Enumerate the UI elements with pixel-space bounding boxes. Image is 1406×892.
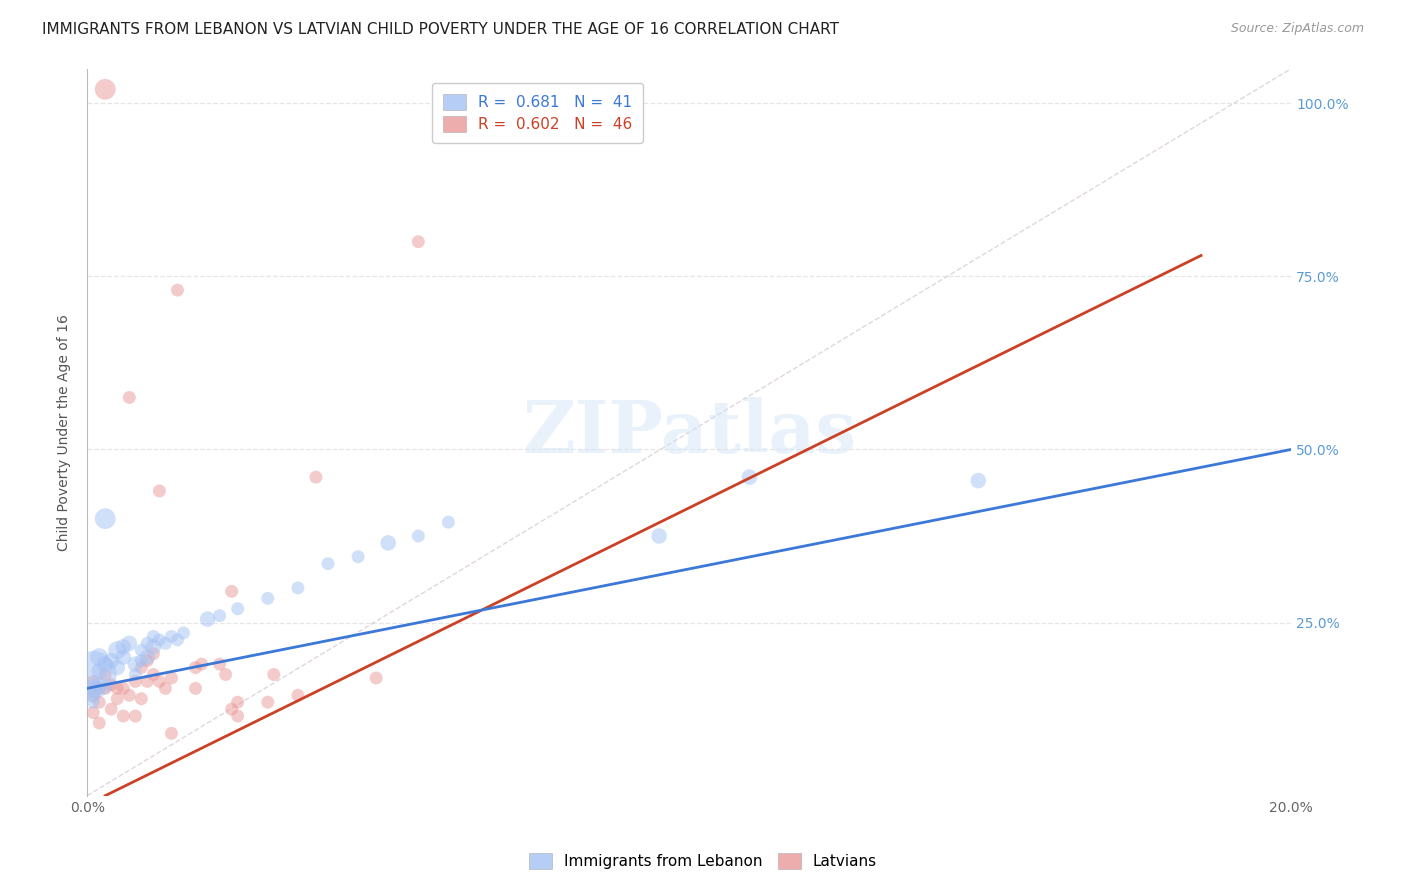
Point [82, 695, 104, 709]
Point [437, 515, 460, 529]
Point [197, 612, 219, 626]
Point [94, 681, 117, 696]
Point [105, 681, 128, 696]
Legend: Immigrants from Lebanon, Latvians: Immigrants from Lebanon, Latvians [523, 847, 883, 875]
Point [118, 636, 141, 650]
Point [377, 536, 399, 550]
Point [82, 706, 104, 720]
Point [221, 702, 243, 716]
Point [89, 716, 111, 731]
Point [347, 549, 370, 564]
Point [94, 657, 117, 672]
Point [94, 82, 117, 96]
Point [131, 660, 153, 674]
Point [82, 681, 104, 696]
Point [160, 671, 183, 685]
Y-axis label: Child Poverty Under the Age of 16: Child Poverty Under the Age of 16 [58, 314, 72, 550]
Point [184, 681, 207, 696]
Point [89, 681, 111, 696]
Point [82, 688, 104, 702]
Point [112, 709, 135, 723]
Point [226, 601, 249, 615]
Point [124, 674, 146, 689]
Point [118, 688, 141, 702]
Point [142, 667, 165, 681]
Point [136, 636, 159, 650]
Point [124, 709, 146, 723]
Point [166, 632, 188, 647]
Legend: R =  0.681   N =  41, R =  0.602   N =  46: R = 0.681 N = 41, R = 0.602 N = 46 [432, 84, 643, 143]
Point [148, 674, 170, 689]
Point [136, 650, 159, 665]
Point [89, 664, 111, 678]
Point [89, 695, 111, 709]
Point [155, 681, 177, 696]
Point [155, 636, 177, 650]
Point [142, 629, 165, 643]
Point [208, 608, 231, 623]
Text: Source: ZipAtlas.com: Source: ZipAtlas.com [1230, 22, 1364, 36]
Point [256, 695, 278, 709]
Point [105, 660, 128, 674]
Point [105, 643, 128, 657]
Point [82, 688, 104, 702]
Point [131, 643, 153, 657]
Point [184, 660, 207, 674]
Point [105, 691, 128, 706]
Point [305, 470, 328, 484]
Point [408, 529, 430, 543]
Point [173, 626, 195, 640]
Text: ZIPatlas: ZIPatlas [522, 397, 856, 467]
Point [131, 654, 153, 668]
Point [190, 657, 212, 672]
Point [648, 529, 671, 543]
Point [89, 650, 111, 665]
Point [112, 640, 135, 654]
Point [287, 581, 309, 595]
Point [118, 391, 141, 405]
Point [967, 474, 990, 488]
Point [226, 695, 249, 709]
Point [160, 726, 183, 740]
Point [112, 650, 135, 665]
Point [82, 667, 104, 681]
Point [166, 283, 188, 297]
Point [82, 674, 104, 689]
Point [208, 657, 231, 672]
Point [226, 709, 249, 723]
Point [263, 667, 285, 681]
Point [100, 654, 122, 668]
Point [221, 584, 243, 599]
Point [112, 681, 135, 696]
Text: IMMIGRANTS FROM LEBANON VS LATVIAN CHILD POVERTY UNDER THE AGE OF 16 CORRELATION: IMMIGRANTS FROM LEBANON VS LATVIAN CHILD… [42, 22, 839, 37]
Point [148, 483, 170, 498]
Point [136, 654, 159, 668]
Point [94, 667, 117, 681]
Point [738, 470, 761, 484]
Point [160, 629, 183, 643]
Point [89, 678, 111, 692]
Point [214, 667, 236, 681]
Point [100, 702, 122, 716]
Point [131, 691, 153, 706]
Point [142, 640, 165, 654]
Point [287, 688, 309, 702]
Point [94, 511, 117, 525]
Point [124, 667, 146, 681]
Point [256, 591, 278, 606]
Point [148, 632, 170, 647]
Point [136, 674, 159, 689]
Point [366, 671, 388, 685]
Point [408, 235, 430, 249]
Point [316, 557, 339, 571]
Point [100, 678, 122, 692]
Point [142, 647, 165, 661]
Point [124, 657, 146, 672]
